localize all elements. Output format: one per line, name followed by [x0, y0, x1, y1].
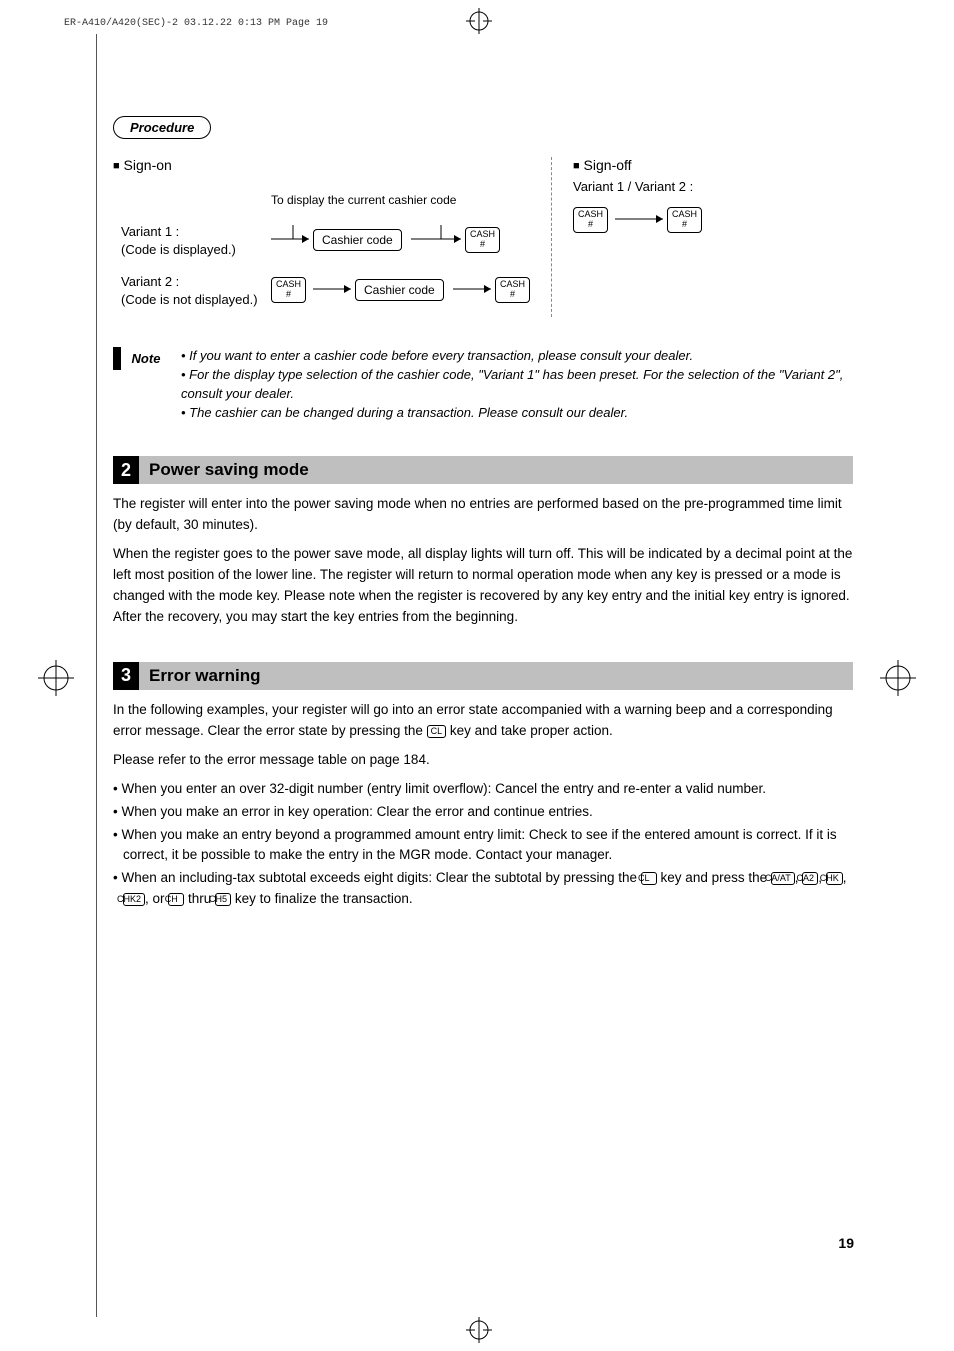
section-power-saving: 2 Power saving mode The register will en… — [113, 456, 853, 628]
crop-mark-bottom — [466, 1317, 492, 1343]
print-header: ER-A410/A420(SEC)-2 03.12.22 0:13 PM Pag… — [64, 18, 328, 29]
display-hint: To display the current cashier code — [271, 193, 456, 207]
note-body: • If you want to enter a cashier code be… — [181, 347, 853, 422]
section-number: 3 — [113, 662, 139, 690]
caat-key: CA/AT — [771, 872, 795, 885]
note-label: Note — [113, 347, 171, 370]
cl-key: CL — [427, 725, 447, 738]
cash-key: CASH# — [465, 227, 500, 253]
ch-key: CH — [168, 893, 184, 906]
flow-signoff: CASH# CASH# — [573, 205, 743, 235]
list-item: When you make an error in key operation:… — [113, 802, 853, 823]
section-error-warning: 3 Error warning In the following example… — [113, 662, 853, 910]
crop-mark-top — [466, 8, 492, 34]
variant2-label: Variant 2 :(Code is not displayed.) — [121, 273, 258, 309]
cash-key: CASH# — [573, 207, 608, 233]
procedure-diagram: ■ Sign-on ■ Sign-off To display the curr… — [113, 157, 853, 337]
section2-para2: When the register goes to the power save… — [113, 544, 853, 628]
cashier-code-box: Cashier code — [355, 279, 444, 301]
section2-para1: The register will enter into the power s… — [113, 494, 853, 536]
chk-key: CHK — [826, 872, 843, 885]
ch5-key: CH5 — [215, 893, 231, 906]
ca2-key: CA2 — [802, 872, 818, 885]
chk2-key: CHK2 — [123, 893, 145, 906]
sign-on-header: ■ Sign-on — [113, 157, 172, 173]
cashier-code-box: Cashier code — [313, 229, 402, 251]
cash-key: CASH# — [495, 277, 530, 303]
cash-key: CASH# — [271, 277, 306, 303]
note-block: Note • If you want to enter a cashier co… — [113, 347, 853, 422]
list-item: When an including-tax subtotal exceeds e… — [113, 868, 853, 910]
crop-mark-left — [38, 660, 74, 696]
section-title: Power saving mode — [139, 456, 853, 484]
section-title: Error warning — [139, 662, 853, 690]
section3-bullets: When you enter an over 32-digit number (… — [113, 779, 853, 911]
list-item: When you enter an over 32-digit number (… — [113, 779, 853, 800]
list-item: When you make an entry beyond a programm… — [113, 825, 853, 867]
sign-off-header: ■ Sign-off — [573, 157, 632, 173]
cash-key: CASH# — [667, 207, 702, 233]
variant1-label: Variant 1 :(Code is displayed.) — [121, 223, 236, 259]
crop-mark-right — [880, 660, 916, 696]
page-number: 19 — [838, 1235, 854, 1251]
variant12-label: Variant 1 / Variant 2 : — [573, 179, 693, 194]
section3-para2: Please refer to the error message table … — [113, 750, 853, 771]
flow-variant1: Cashier code CASH# — [271, 225, 541, 261]
section-number: 2 — [113, 456, 139, 484]
flow-variant2: CASH# Cashier code CASH# — [271, 275, 571, 305]
procedure-label: Procedure — [113, 116, 211, 139]
section3-para1: In the following examples, your register… — [113, 700, 853, 742]
cl-key: CL — [641, 872, 657, 885]
